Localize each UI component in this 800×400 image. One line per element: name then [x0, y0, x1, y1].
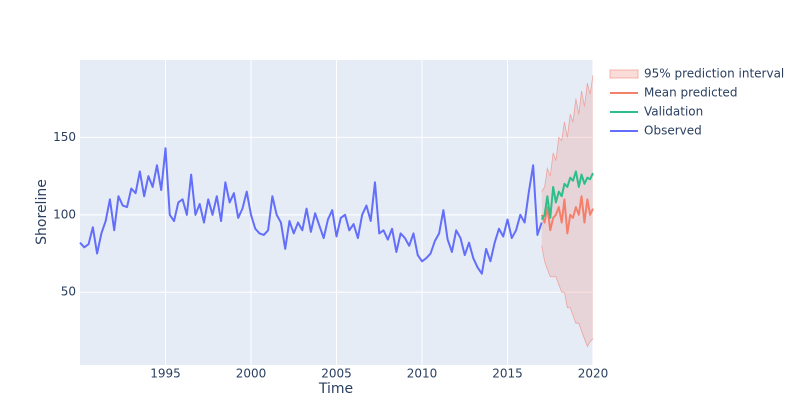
legend-label: Validation [644, 105, 703, 119]
x-tick-label: 2005 [321, 367, 352, 381]
series-line [540, 170, 594, 221]
x-tick-label: 2010 [407, 367, 438, 381]
series-line [79, 147, 543, 275]
x-tick-label: 2015 [492, 367, 523, 381]
interval-upper [541, 75, 594, 192]
marks [79, 75, 594, 348]
x-tick-label: 2000 [236, 367, 267, 381]
interval-fill [541, 75, 593, 347]
series-line [540, 195, 594, 235]
interval-lower [541, 245, 594, 348]
x-tick-label: 2020 [578, 367, 609, 381]
x-axis-title: Time [318, 381, 353, 397]
legend-swatch [609, 69, 639, 79]
legend-label: Mean predicted [644, 86, 737, 100]
y-tick-label: 50 [61, 285, 76, 299]
legend-label: 95% prediction interval [644, 67, 784, 81]
labels: 1995 2000 2005 2010 2015 2020 50 100 150 95% pred… [53, 67, 784, 381]
y-tick-label: 150 [53, 130, 76, 144]
legend-label: Observed [644, 124, 702, 138]
y-tick-label: 100 [53, 207, 76, 221]
x-tick-label: 1995 [150, 367, 181, 381]
y-axis-title: Shoreline [34, 179, 50, 245]
